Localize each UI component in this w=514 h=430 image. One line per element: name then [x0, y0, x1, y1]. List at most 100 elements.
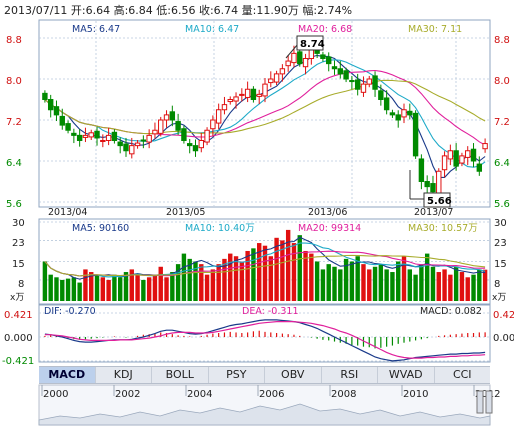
volume-bar [239, 261, 245, 301]
volume-bar [338, 269, 343, 301]
candle-body [366, 78, 372, 85]
volume-bar [448, 274, 453, 301]
candle-body [326, 56, 332, 65]
macd-ytick-right: 0.000 [493, 333, 514, 344]
volume-bar [175, 264, 181, 301]
volume-bar [442, 269, 447, 301]
volume-bar [413, 274, 418, 301]
volume-bar [170, 272, 175, 301]
candle-body [129, 145, 135, 155]
tab-macd[interactable]: MACD [39, 367, 95, 383]
tab-rsi[interactable]: RSI [320, 367, 378, 383]
volume-bar [361, 264, 366, 301]
vol-ytick-left: 8 [18, 279, 24, 290]
high-callout: 8.74 [300, 39, 325, 50]
volume-bar [280, 240, 285, 301]
candle-body [100, 140, 106, 142]
price-ytick-right: 8.8 [494, 35, 510, 46]
candle-body [192, 145, 199, 152]
low-callout-box [423, 192, 451, 208]
volume-bar [355, 256, 360, 301]
quote-summary: 2013/07/11 开:6.64 高:6.84 低:6.56 收:6.74 量… [4, 4, 353, 17]
volume-bar [482, 269, 488, 301]
volume-bar [245, 250, 250, 301]
macd-dea-label: DEA: -0.311 [242, 306, 299, 317]
volume-bar [228, 253, 233, 301]
volume-bar [390, 272, 395, 301]
candle-body [436, 170, 442, 194]
timeline-handle-right[interactable] [485, 390, 493, 414]
volume-bar [268, 256, 273, 301]
candle-body [244, 88, 251, 98]
candle-body [273, 73, 280, 83]
candle-body [163, 114, 170, 121]
volume-bar [216, 264, 221, 301]
volume-bar [291, 243, 297, 301]
candle-body [42, 92, 48, 100]
candle-body [117, 141, 123, 147]
candle-body [412, 112, 419, 157]
volume-bar [129, 269, 134, 301]
tab-psy[interactable]: PSY [207, 367, 265, 383]
timeline-history-area [38, 403, 491, 426]
volume-bar [459, 272, 465, 301]
volume-bar [262, 245, 268, 301]
volume-bar [396, 261, 401, 301]
tab-cci[interactable]: CCI [433, 367, 491, 383]
candle-body [65, 123, 71, 131]
candle-body [221, 104, 228, 111]
vol-ma30-legend: MA30: 10.57万 [408, 223, 478, 234]
volume-ma-lines [44, 236, 486, 280]
volume-bar [48, 274, 53, 301]
candle-body [395, 114, 401, 121]
macd-lines [44, 319, 486, 362]
candle-body [71, 132, 77, 136]
volume-bar [117, 277, 123, 301]
macd-ytick-left: 0.000 [4, 333, 33, 344]
candle-body [470, 148, 477, 162]
volume-bar [135, 274, 140, 301]
volume-bar [210, 269, 216, 301]
vol-ma10-line [44, 242, 486, 278]
price-ytick-right: 7.2 [494, 117, 510, 128]
candle-body [53, 106, 60, 116]
volume-bar [187, 258, 192, 301]
volume-bar [152, 274, 158, 301]
volume-bar [419, 264, 424, 301]
candle-body [140, 139, 147, 142]
candle-body [360, 83, 367, 93]
candle-body [210, 119, 216, 130]
candle-body [111, 131, 118, 142]
price-ytick-right: 8.0 [494, 76, 510, 87]
volume-bar [430, 266, 436, 301]
timeline-handle-left[interactable] [476, 390, 484, 414]
price-ma30-legend: MA30: 7.11 [408, 24, 462, 35]
volume-bar [332, 266, 337, 301]
candle-body [123, 143, 129, 152]
volume-bar [349, 261, 355, 301]
volume-bar [465, 277, 470, 301]
volume-bar [181, 253, 187, 301]
price-ytick-left: 8.8 [6, 35, 22, 46]
candle-body [378, 90, 384, 100]
candle-body [250, 88, 257, 100]
tab-boll[interactable]: BOLL [151, 367, 208, 383]
candle-body [441, 155, 448, 171]
tab-kdj[interactable]: KDJ [94, 367, 152, 383]
volume-bar [477, 269, 482, 301]
vol-unit-right: x万 [492, 293, 506, 303]
tab-obv[interactable]: OBV [264, 367, 321, 383]
volume-bar [297, 235, 302, 301]
candle-body [59, 115, 65, 126]
timeline-year-label: 2002 [115, 389, 140, 400]
volume-bar [193, 261, 198, 301]
volume-bar [274, 237, 279, 301]
candle-body [320, 54, 326, 59]
candle-body [158, 119, 164, 134]
vol-ma20-legend: MA20: 99314 [298, 223, 361, 234]
price-ytick-right: 5.6 [494, 199, 510, 210]
tab-wvad[interactable]: WVAD [377, 367, 434, 383]
candle-body [465, 150, 471, 158]
candle-body [453, 150, 459, 167]
price-ma10-legend: MA10: 6.47 [185, 24, 239, 35]
